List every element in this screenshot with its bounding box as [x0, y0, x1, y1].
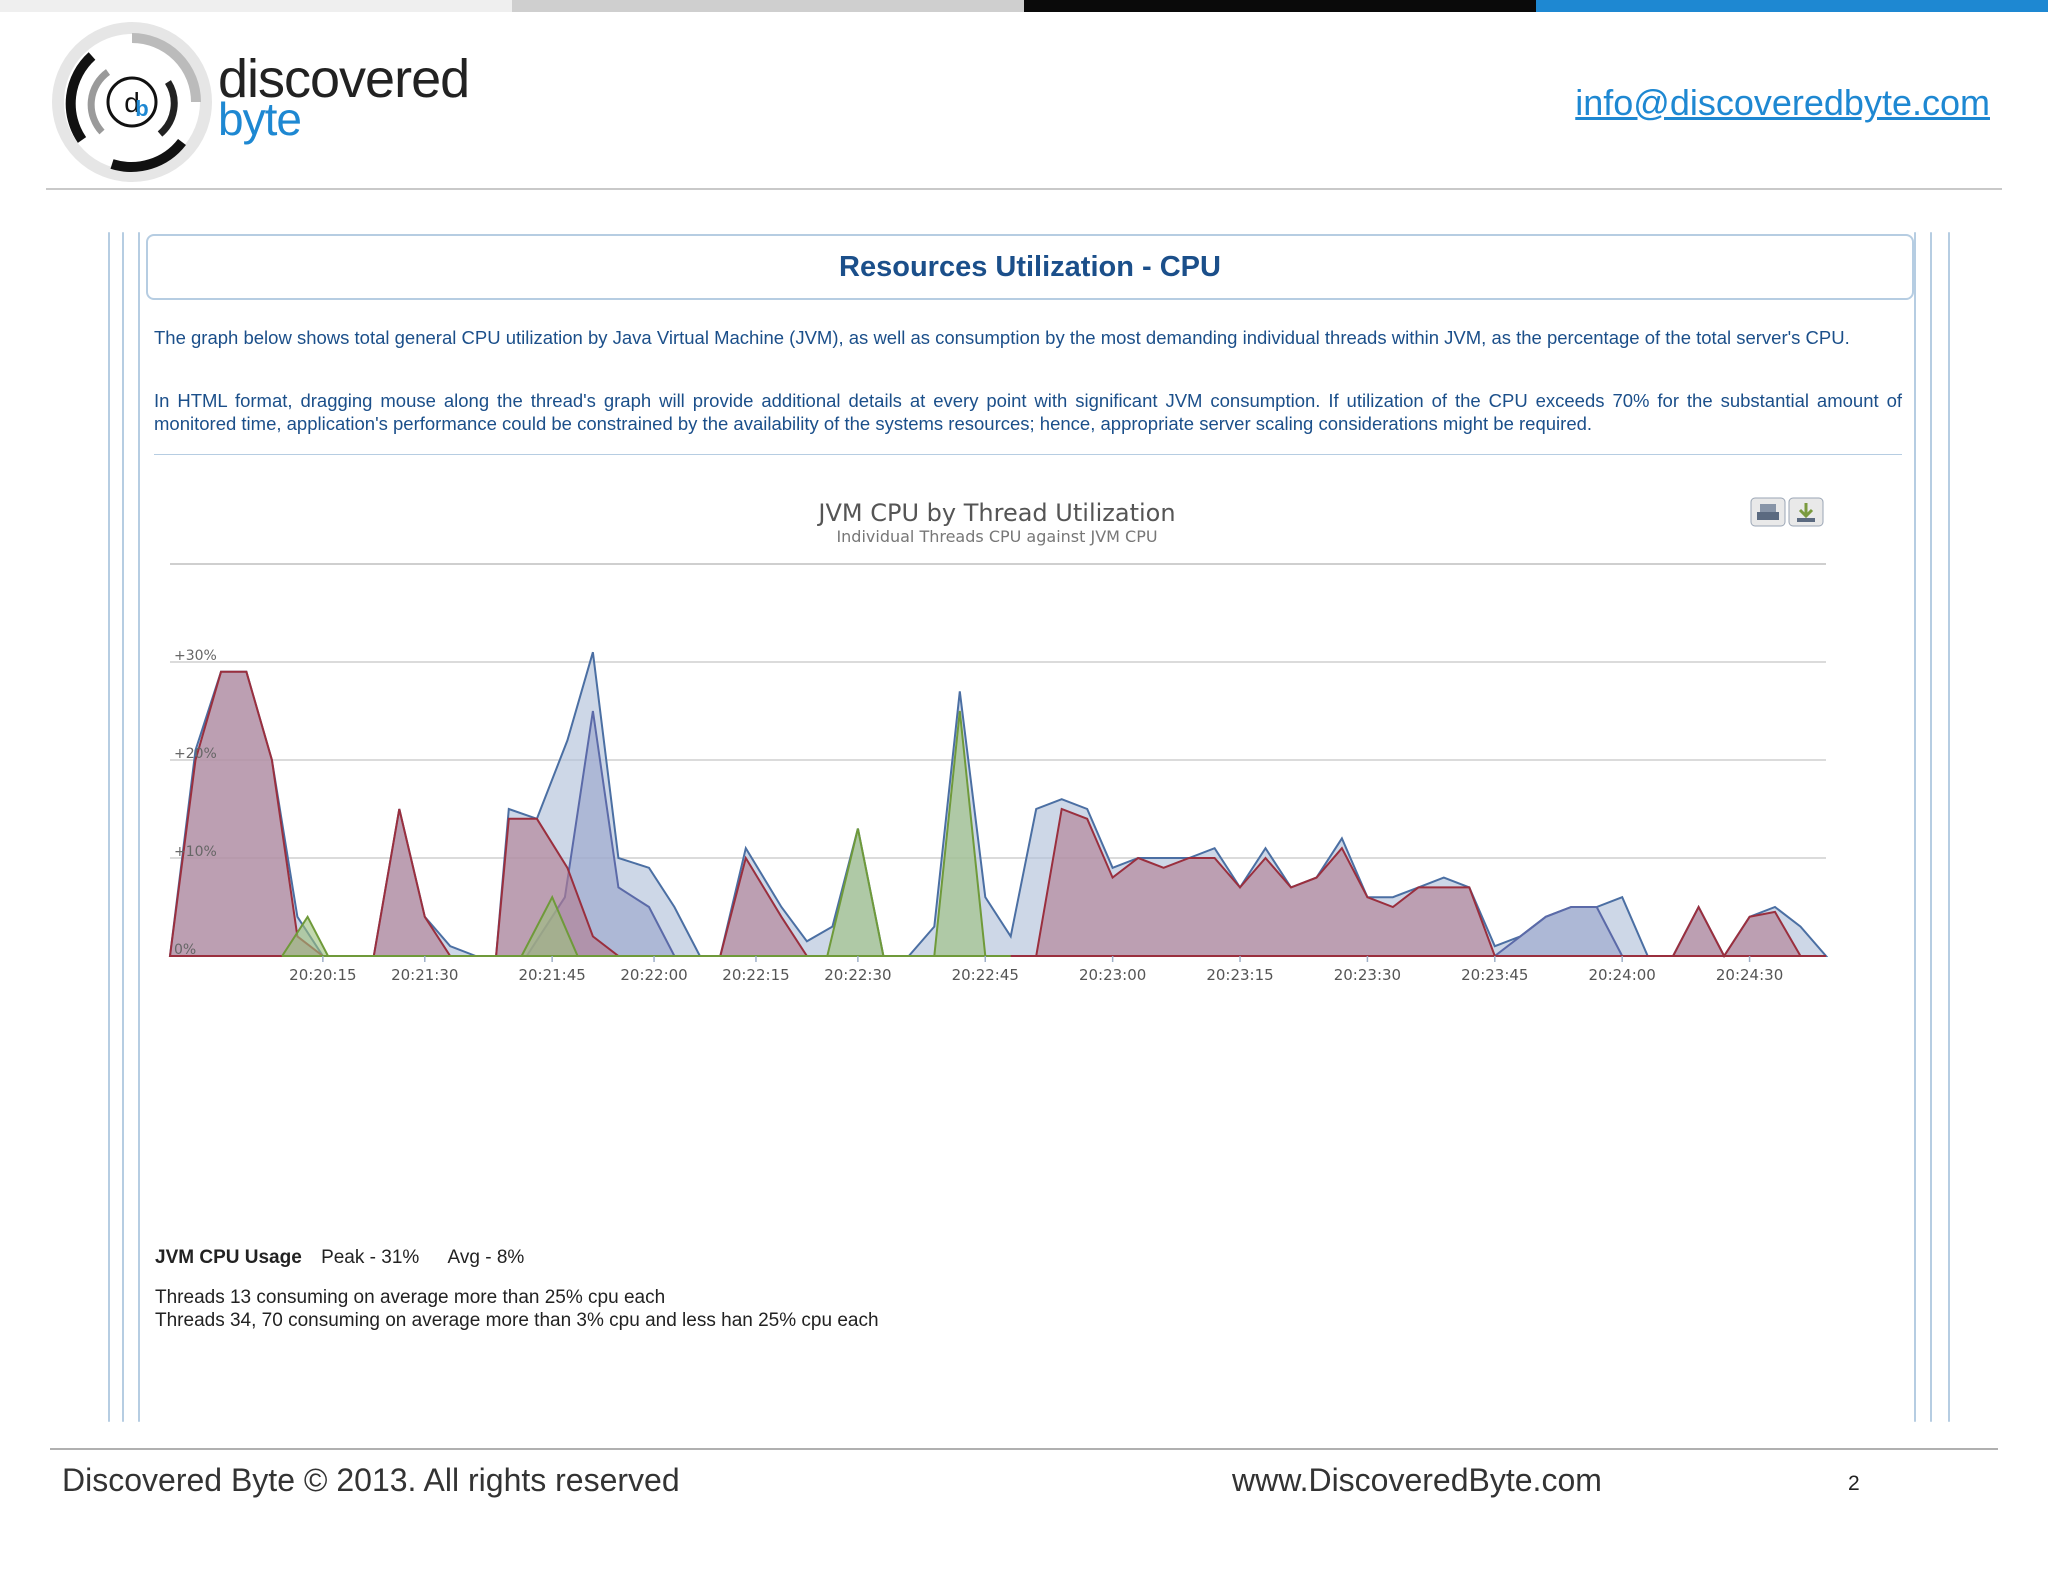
x-tick-label: 20:22:00 [620, 966, 687, 984]
brand-name-sub: byte [218, 93, 302, 145]
footer-copyright: Discovered Byte © 2013. All rights reser… [62, 1462, 680, 1498]
avg-value: Avg - 8% [447, 1247, 525, 1268]
x-tick-label: 20:21:45 [518, 966, 585, 984]
x-tick-label: 20:20:15 [289, 966, 356, 984]
peak-value: Peak - 31% [321, 1247, 420, 1268]
x-tick-label: 20:23:00 [1079, 966, 1146, 984]
frame-line [122, 232, 124, 1422]
x-tick-label: 20:23:30 [1334, 966, 1401, 984]
jvm-cpu-summary: JVM CPU Usage Peak - 31% Avg - 8% [155, 1247, 524, 1269]
y-tick-label: +10% [174, 844, 217, 860]
x-tick-label: 20:23:15 [1206, 966, 1273, 984]
description-divider [154, 454, 1902, 455]
thread-13-area [168, 670, 1826, 958]
x-tick-label: 20:24:30 [1716, 966, 1783, 984]
frame-line [1948, 232, 1950, 1422]
x-tick-label: 20:22:30 [824, 966, 891, 984]
x-tick-label: 20:22:45 [952, 966, 1019, 984]
top-color-bar [0, 0, 2048, 12]
section-title: Resources Utilization - CPU [839, 251, 1221, 283]
header-divider [46, 188, 2002, 190]
svg-text:b: b [135, 96, 148, 121]
x-axis: 20:20:15 20:21:30 20:21:45 20:22:00 20:22:15… [289, 956, 1783, 984]
page-number: 2 [1848, 1472, 1860, 1495]
x-tick-label: 20:21:30 [391, 966, 458, 984]
footer-divider [50, 1448, 1998, 1450]
description-paragraph: The graph below shows total general CPU … [154, 327, 1850, 348]
y-axis: 0% +10% +20% +30% [174, 648, 217, 958]
chart-subtitle: Individual Threads CPU against JVM CPU [836, 527, 1157, 546]
db-logo-icon: d b [52, 22, 212, 182]
threads-note: Threads 13 consuming on average more tha… [155, 1287, 666, 1308]
threads-note: Threads 34, 70 consuming on average more… [155, 1310, 879, 1331]
thread-other-area [281, 710, 1011, 957]
section-title-box: Resources Utilization - CPU [146, 234, 1914, 300]
print-icon [1757, 504, 1779, 520]
svg-text:d: d [124, 87, 140, 118]
cpu-area-chart: JVM CPU by Thread Utilization Individual… [154, 480, 1902, 990]
top-bar-segment [1536, 0, 2048, 12]
description-paragraph: In HTML format, dragging mouse along the… [154, 390, 1902, 434]
download-icon [1797, 503, 1815, 522]
x-tick-label: 20:22:15 [722, 966, 789, 984]
contact-email-link[interactable]: info@discoveredbyte.com [1575, 82, 1990, 123]
chart-title: JVM CPU by Thread Utilization [816, 499, 1175, 527]
y-tick-label: +20% [174, 746, 217, 762]
frame-line [1914, 232, 1916, 1422]
y-tick-label: +30% [174, 648, 217, 664]
x-tick-label: 20:23:45 [1461, 966, 1528, 984]
top-bar-segment [0, 0, 512, 12]
print-button[interactable] [1750, 497, 1786, 527]
summary-label: JVM CPU Usage [155, 1247, 302, 1268]
top-bar-segment [512, 0, 1024, 12]
frame-line [108, 232, 110, 1422]
y-tick-label: 0% [174, 942, 196, 958]
download-button[interactable] [1788, 497, 1824, 527]
brand-name: discovered [218, 49, 470, 109]
x-tick-label: 20:24:00 [1588, 966, 1655, 984]
top-bar-segment [1024, 0, 1536, 12]
frame-line [138, 232, 140, 1422]
footer-website-link[interactable]: www.DiscoveredByte.com [1232, 1462, 1602, 1498]
report-panel: Resources Utilization - CPU The graph be… [140, 230, 1914, 1422]
frame-line [1930, 232, 1932, 1422]
